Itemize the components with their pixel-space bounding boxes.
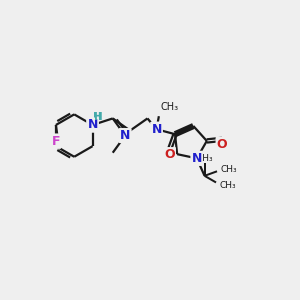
Text: CH₃: CH₃: [220, 182, 236, 190]
Text: N: N: [120, 129, 130, 142]
Text: O: O: [217, 138, 227, 151]
Text: N: N: [192, 152, 202, 165]
Text: N: N: [152, 123, 162, 136]
Text: H: H: [93, 112, 102, 122]
Text: CH₃: CH₃: [161, 102, 179, 112]
Text: CH₃: CH₃: [220, 165, 237, 174]
Text: N: N: [87, 118, 98, 131]
Text: N: N: [87, 118, 98, 131]
Text: N: N: [152, 123, 162, 136]
Text: O: O: [164, 148, 175, 161]
Text: N: N: [120, 129, 130, 142]
Text: F: F: [52, 135, 60, 148]
Text: O: O: [217, 138, 227, 151]
Text: F: F: [52, 135, 60, 148]
Text: H: H: [94, 112, 102, 122]
Text: O: O: [164, 148, 175, 161]
Text: N: N: [192, 152, 202, 165]
Text: CH₃: CH₃: [196, 154, 213, 163]
